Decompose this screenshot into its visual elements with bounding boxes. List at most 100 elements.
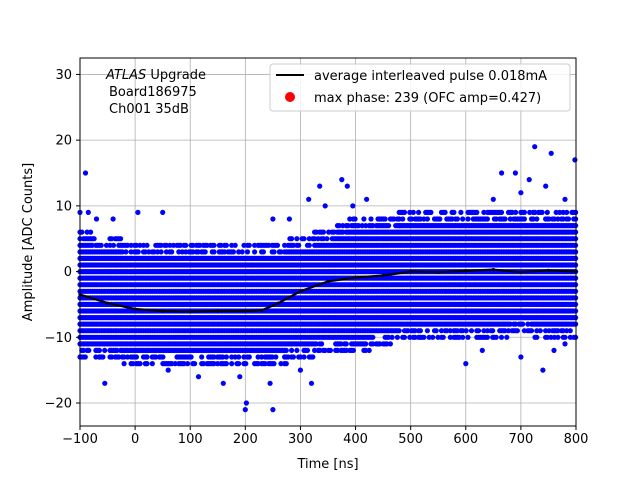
sample-point bbox=[169, 249, 175, 255]
sample-point bbox=[239, 249, 245, 255]
sample-point bbox=[440, 334, 446, 340]
sample-point bbox=[396, 328, 402, 334]
sample-point bbox=[387, 341, 393, 347]
sample-point bbox=[537, 328, 543, 334]
sample-point bbox=[493, 334, 499, 340]
sample-point bbox=[301, 354, 307, 360]
sample-point bbox=[114, 347, 120, 353]
sample-point bbox=[352, 216, 358, 222]
sample-point bbox=[484, 334, 490, 340]
sample-point bbox=[400, 216, 406, 222]
sample-point bbox=[202, 249, 208, 255]
sample-point bbox=[490, 328, 496, 334]
sample-point bbox=[410, 209, 416, 215]
sample-point bbox=[451, 209, 457, 215]
sample-point bbox=[167, 242, 173, 248]
sample-point bbox=[442, 209, 448, 215]
sample-point bbox=[223, 242, 229, 248]
sample-point bbox=[236, 354, 242, 360]
sample-point bbox=[460, 216, 466, 222]
sample-point bbox=[223, 354, 229, 360]
sample-point bbox=[102, 347, 108, 353]
sample-point bbox=[158, 249, 164, 255]
sample-point bbox=[465, 334, 471, 340]
sample-point bbox=[100, 354, 106, 360]
sample-point bbox=[433, 328, 439, 334]
sample-point bbox=[474, 209, 480, 215]
sample-point bbox=[289, 347, 295, 353]
sample-point bbox=[555, 334, 561, 340]
sample-point bbox=[246, 242, 252, 248]
sample-point bbox=[301, 236, 307, 242]
sample-point bbox=[363, 341, 369, 347]
sample-point bbox=[211, 242, 217, 248]
sample-point bbox=[468, 328, 475, 334]
sample-point bbox=[271, 361, 277, 367]
sample-points bbox=[77, 144, 579, 413]
sample-point bbox=[528, 328, 535, 334]
sample-point bbox=[350, 347, 356, 353]
sample-point bbox=[428, 209, 434, 215]
sample-point bbox=[430, 334, 436, 340]
sample-point bbox=[564, 209, 570, 215]
sample-point bbox=[460, 334, 466, 340]
sample-point bbox=[149, 361, 155, 367]
sample-point bbox=[269, 354, 275, 360]
sample-point bbox=[128, 242, 134, 248]
sample-point bbox=[343, 341, 349, 347]
sample-point bbox=[310, 354, 316, 360]
sample-point bbox=[366, 347, 372, 353]
sample-point bbox=[514, 328, 521, 334]
sample-point bbox=[465, 216, 471, 222]
sample-point bbox=[476, 328, 482, 334]
sample-point bbox=[498, 334, 505, 340]
sample-point bbox=[463, 328, 469, 334]
sample-point bbox=[327, 347, 333, 353]
sample-point bbox=[306, 242, 312, 248]
sample-point bbox=[243, 361, 249, 367]
sample-point bbox=[181, 361, 187, 367]
sample-point bbox=[119, 249, 125, 255]
sample-point bbox=[82, 354, 88, 360]
sample-point bbox=[502, 216, 508, 222]
sample-point bbox=[498, 209, 505, 215]
sample-point bbox=[192, 361, 198, 367]
sample-point bbox=[274, 242, 281, 248]
sample-point bbox=[567, 328, 573, 334]
sample-point bbox=[80, 347, 87, 353]
sample-point bbox=[424, 216, 430, 222]
sample-point bbox=[172, 361, 178, 367]
sample-point bbox=[521, 209, 528, 215]
sample-point bbox=[88, 229, 94, 235]
sample-point bbox=[89, 242, 95, 248]
sample-point bbox=[389, 334, 395, 340]
sample-point bbox=[534, 216, 540, 222]
sample-point bbox=[133, 242, 139, 248]
sample-point bbox=[320, 229, 326, 235]
sample-point bbox=[109, 354, 115, 360]
sample-point bbox=[183, 242, 189, 248]
sample-point bbox=[401, 209, 408, 215]
sample-point bbox=[185, 361, 191, 367]
sample-point bbox=[324, 236, 330, 242]
sample-point bbox=[236, 361, 242, 367]
sample-point bbox=[121, 361, 127, 367]
sample-point bbox=[278, 249, 284, 255]
sample-point bbox=[135, 249, 141, 255]
sample-point bbox=[199, 354, 205, 360]
sample-point bbox=[144, 242, 150, 248]
sample-point bbox=[109, 236, 115, 242]
sample-point bbox=[223, 361, 229, 367]
sample-point bbox=[562, 334, 568, 340]
sample-point bbox=[534, 334, 540, 340]
sample-point bbox=[424, 328, 430, 334]
sample-point bbox=[484, 216, 490, 222]
sample-point bbox=[417, 328, 423, 334]
sample-point bbox=[271, 249, 277, 255]
sample-point bbox=[153, 354, 159, 360]
sample-point bbox=[368, 216, 374, 222]
sample-point bbox=[96, 347, 102, 353]
sample-point bbox=[98, 242, 104, 248]
sample-point bbox=[394, 334, 400, 340]
sample-point bbox=[133, 354, 139, 360]
